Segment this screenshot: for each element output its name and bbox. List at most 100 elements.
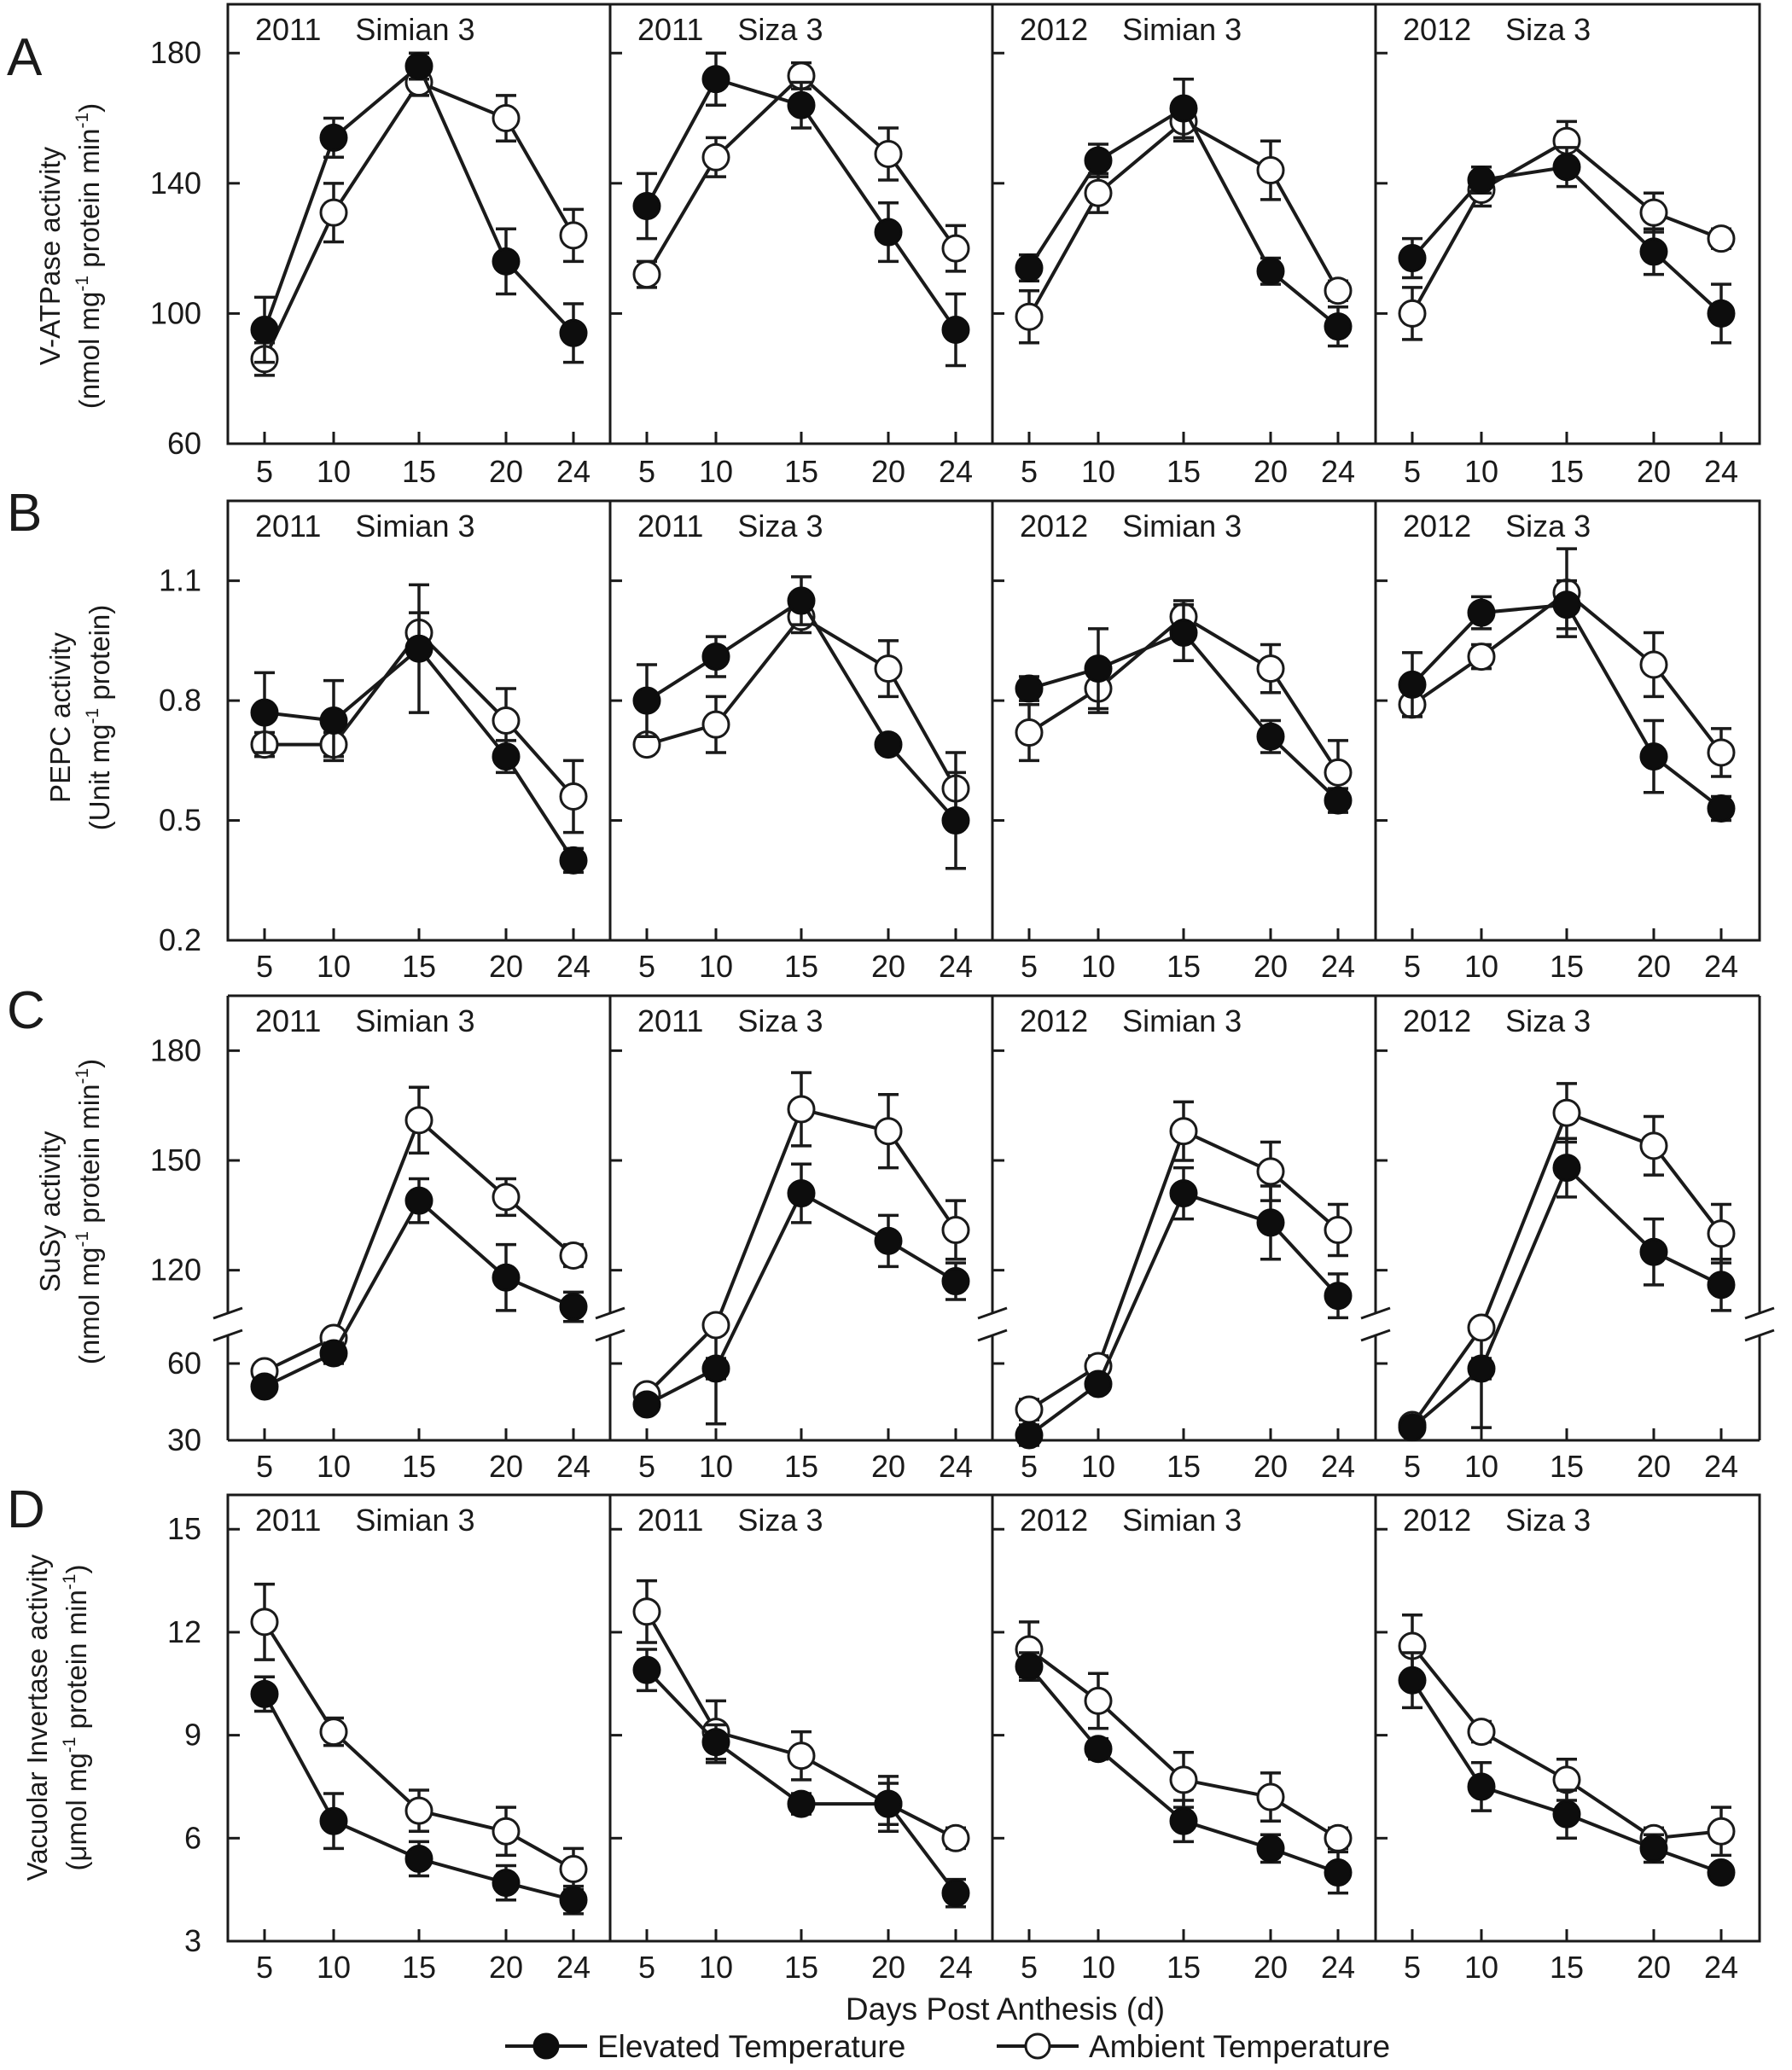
panel-frame bbox=[1374, 3, 1761, 445]
data-point bbox=[1256, 654, 1285, 683]
data-point bbox=[632, 192, 661, 221]
data-point bbox=[319, 1339, 348, 1368]
x-tick-label: 20 bbox=[871, 1950, 905, 1985]
x-tick-label: 24 bbox=[556, 1449, 591, 1484]
panel-year: 2012 bbox=[1020, 1003, 1088, 1038]
data-point bbox=[1084, 1735, 1113, 1764]
panel-year: 2011 bbox=[637, 12, 703, 47]
row-letter: A bbox=[7, 28, 43, 87]
panel-title: 2011 Siza 3 bbox=[637, 12, 823, 47]
data-point bbox=[1707, 738, 1736, 767]
x-tick-label: 5 bbox=[1404, 949, 1421, 984]
series-ambient bbox=[1398, 1082, 1736, 1439]
x-tick-label: 24 bbox=[1704, 1449, 1738, 1484]
data-point bbox=[1324, 312, 1353, 341]
data-point bbox=[701, 1728, 730, 1757]
data-point bbox=[1324, 1858, 1353, 1887]
panel-b-4: 5 10 15 20 24 2012 Siza 3 bbox=[1374, 499, 1761, 984]
data-point bbox=[1707, 299, 1736, 328]
panel-title: 2012 Siza 3 bbox=[1403, 1503, 1591, 1538]
series-elevated bbox=[250, 583, 588, 875]
data-point bbox=[492, 1869, 521, 1898]
y-axis-title: SuSy activity(nmol mg-1 protein min-1) bbox=[34, 1059, 105, 1364]
data-point bbox=[1398, 670, 1427, 699]
data-point bbox=[492, 247, 521, 276]
panel-year: 2012 bbox=[1403, 1003, 1471, 1038]
data-point bbox=[250, 1372, 279, 1401]
series-elevated bbox=[250, 1675, 588, 1916]
data-point bbox=[941, 1823, 970, 1852]
x-tick-label: 24 bbox=[1704, 454, 1738, 489]
data-point bbox=[701, 65, 730, 94]
x-tick-label: 5 bbox=[1021, 1449, 1038, 1484]
data-point bbox=[1169, 94, 1198, 123]
series-elevated bbox=[1015, 602, 1353, 815]
panel-a-4: 5 10 15 20 24 2012 Siza 3 bbox=[1374, 3, 1761, 489]
data-point bbox=[1256, 1782, 1285, 1811]
data-point bbox=[250, 1679, 279, 1708]
panel-a-2: 5 10 15 20 24 2011 Siza 3 bbox=[608, 3, 994, 489]
unit-text: ) bbox=[73, 103, 105, 113]
data-point bbox=[787, 586, 816, 615]
data-point bbox=[632, 686, 661, 715]
x-tick-label: 10 bbox=[317, 1449, 351, 1484]
unit-superscript: -1 bbox=[73, 113, 92, 129]
data-point bbox=[492, 1263, 521, 1292]
y-axis-title: V-ATPase activity (nmol mg-1 protein min-… bbox=[34, 103, 105, 409]
x-tick-label: 24 bbox=[556, 454, 591, 489]
y-tick-label: 12 bbox=[167, 1614, 201, 1649]
data-point bbox=[1552, 1800, 1581, 1829]
x-tick-label: 24 bbox=[1321, 949, 1355, 984]
x-tick-label: 15 bbox=[402, 454, 436, 489]
data-point bbox=[1256, 722, 1285, 751]
series-ambient bbox=[1015, 1100, 1353, 1424]
x-tick-label: 10 bbox=[317, 1950, 351, 1985]
chart-rows: A V-ATPase activity (nmol mg-1 protein min… bbox=[7, 3, 1775, 1985]
data-point bbox=[787, 1741, 816, 1771]
legend-elevated-marker bbox=[532, 2032, 560, 2060]
panel-title: 2011 Simian 3 bbox=[255, 1003, 474, 1038]
data-point bbox=[319, 1718, 348, 1747]
data-point bbox=[632, 260, 661, 289]
x-tick-label: 15 bbox=[1550, 1950, 1584, 1985]
data-point bbox=[1467, 1772, 1496, 1801]
x-tick-label: 20 bbox=[1254, 454, 1288, 489]
x-tick-label: 20 bbox=[1637, 1449, 1671, 1484]
x-tick-label: 15 bbox=[784, 454, 818, 489]
x-tick-label: 10 bbox=[1081, 1950, 1115, 1985]
x-tick-label: 24 bbox=[1704, 949, 1738, 984]
x-tick-label: 5 bbox=[1021, 1950, 1038, 1985]
panel-title: 2012 Siza 3 bbox=[1403, 12, 1591, 47]
data-point bbox=[701, 1311, 730, 1340]
data-point bbox=[1256, 1834, 1285, 1863]
x-tick-label: 10 bbox=[699, 454, 733, 489]
x-tick-label: 20 bbox=[871, 949, 905, 984]
unit-text: (μmol mg bbox=[61, 1753, 92, 1870]
data-point bbox=[559, 1855, 588, 1884]
panel-cultivar: Simian 3 bbox=[355, 509, 474, 544]
panel-year: 2012 bbox=[1403, 509, 1471, 544]
x-tick-label: 5 bbox=[638, 949, 655, 984]
data-point bbox=[1256, 1208, 1285, 1237]
row-letter: C bbox=[7, 981, 45, 1040]
panel-cultivar: Simian 3 bbox=[1122, 1003, 1242, 1038]
data-point bbox=[250, 698, 279, 727]
data-point bbox=[1707, 224, 1736, 253]
panel-cultivar: Simian 3 bbox=[355, 1503, 474, 1538]
series-line bbox=[264, 1198, 574, 1388]
chart-row-a: A V-ATPase activity (nmol mg-1 protein min… bbox=[7, 3, 1761, 489]
panel-frame bbox=[608, 1493, 994, 1943]
data-point bbox=[1707, 794, 1736, 823]
panel-title: 2012 Siza 3 bbox=[1403, 509, 1591, 544]
x-tick-label: 5 bbox=[256, 949, 273, 984]
y-axis-title-line1: PEPC activity bbox=[44, 632, 76, 803]
data-point bbox=[1552, 153, 1581, 182]
panel-title: 2011 Siza 3 bbox=[637, 509, 823, 544]
y-axis-title-line2: (Unit mg-1 protein) bbox=[83, 605, 115, 830]
data-point bbox=[1324, 758, 1353, 787]
data-point bbox=[701, 710, 730, 739]
unit-superscript: -1 bbox=[60, 1737, 79, 1753]
row-letter: D bbox=[7, 1480, 45, 1539]
panel-b-1: 5 10 15 20 24 2011 Simian 3 bbox=[226, 499, 612, 984]
